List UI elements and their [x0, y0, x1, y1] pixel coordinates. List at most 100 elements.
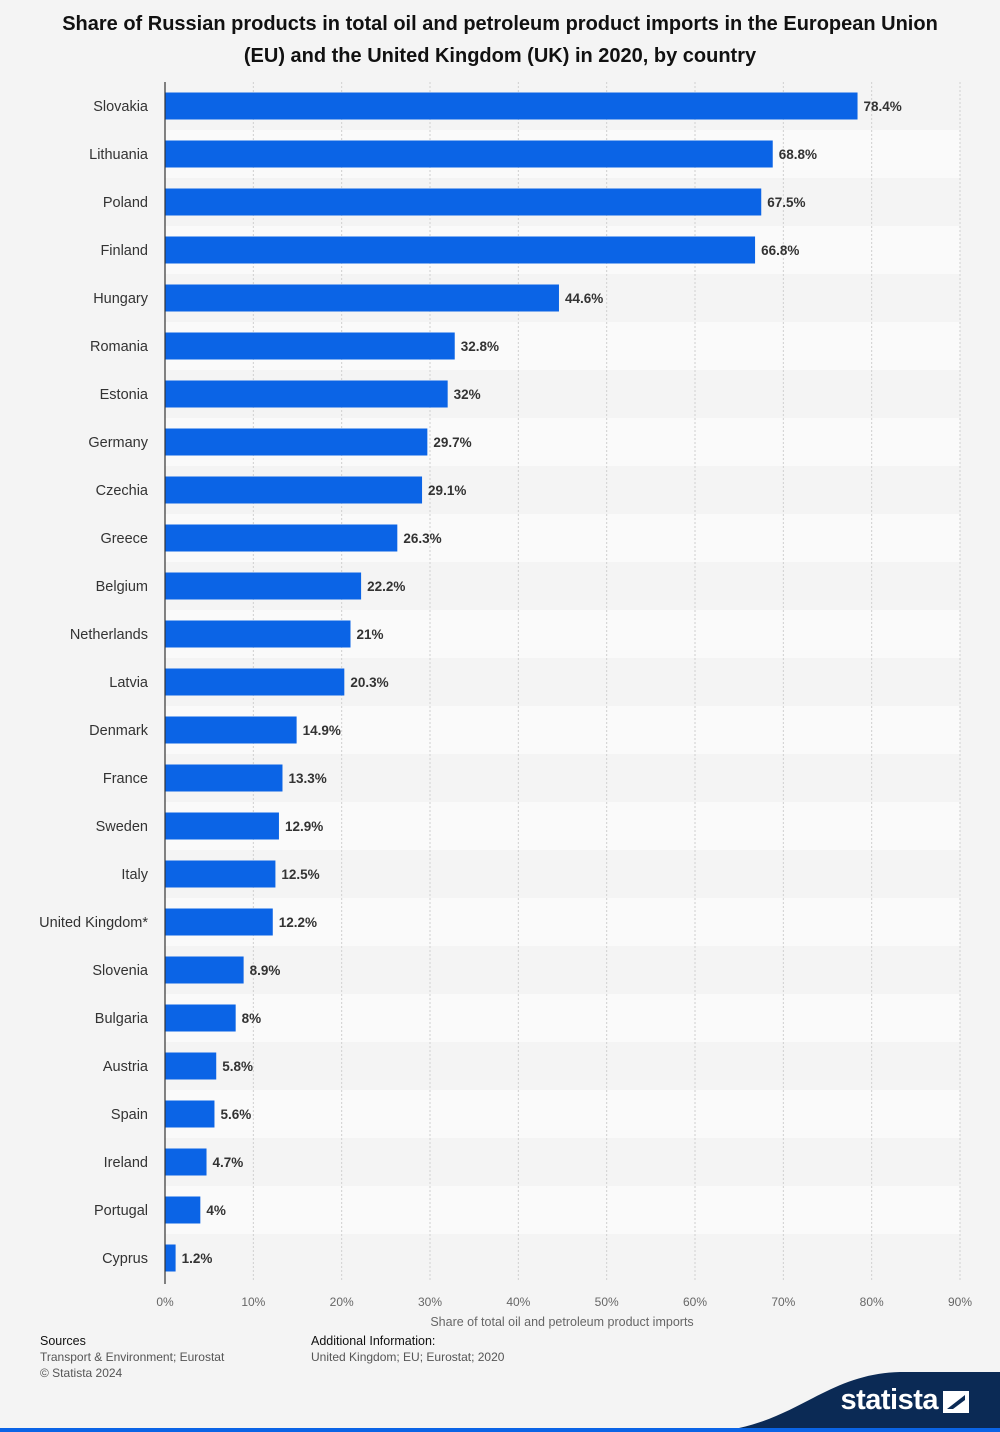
category-label: Netherlands — [70, 627, 148, 643]
bar — [165, 1052, 217, 1080]
category-label: Poland — [103, 195, 148, 211]
category-label: Estonia — [100, 387, 149, 403]
statista-logo-icon — [943, 1391, 969, 1413]
x-tick-label: 10% — [241, 1295, 265, 1309]
category-label: Slovakia — [93, 99, 149, 115]
value-label: 32.8% — [461, 339, 499, 354]
x-tick-label: 20% — [330, 1295, 354, 1309]
category-label: Slovenia — [92, 963, 149, 979]
bar — [165, 140, 773, 168]
value-label: 66.8% — [761, 243, 799, 258]
value-label: 32% — [454, 387, 481, 402]
bar — [165, 668, 345, 696]
value-label: 4.7% — [213, 1155, 244, 1170]
x-axis-label: Share of total oil and petroleum product… — [430, 1315, 693, 1329]
category-label: Belgium — [96, 579, 148, 595]
statista-logo-text: statista — [840, 1384, 938, 1416]
category-label: Greece — [100, 531, 148, 547]
sources-text: Transport & Environment; Eurostat — [40, 1350, 225, 1364]
category-label: Latvia — [109, 675, 149, 691]
value-label: 1.2% — [182, 1251, 213, 1266]
bar — [165, 572, 362, 600]
bar — [165, 284, 559, 312]
value-label: 29.1% — [428, 483, 466, 498]
value-label: 21% — [357, 627, 384, 642]
x-tick-label: 90% — [948, 1295, 972, 1309]
category-label: Sweden — [96, 819, 148, 835]
category-label: United Kingdom* — [39, 915, 148, 931]
bar — [165, 620, 351, 648]
bar — [165, 1196, 201, 1224]
category-labels: Slovakia Lithuania Poland Finland Hungary Rom… — [39, 99, 149, 1267]
gridlines — [252, 82, 961, 1282]
bar — [165, 188, 762, 216]
category-label: Bulgaria — [95, 1011, 149, 1027]
bar — [165, 860, 276, 888]
row-band — [165, 898, 960, 946]
chart-title: Share of Russian products in total oil a… — [62, 13, 938, 67]
value-label: 8.9% — [250, 963, 281, 978]
value-label: 12.9% — [285, 819, 323, 834]
value-label: 78.4% — [864, 99, 902, 114]
category-label: Hungary — [93, 291, 149, 307]
x-tick-labels: 0% 10% 20% 30% 40% 50% 60% 70% 80% 90% — [156, 1295, 972, 1309]
bar — [165, 764, 283, 792]
value-label: 14.9% — [303, 723, 341, 738]
bar — [165, 236, 756, 264]
sources-block: Sources Transport & Environment; Eurosta… — [40, 1333, 224, 1381]
x-tick-label: 50% — [595, 1295, 619, 1309]
x-tick-label: 30% — [418, 1295, 442, 1309]
category-label: Portugal — [94, 1203, 148, 1219]
row-band — [165, 1138, 960, 1186]
category-label: Cyprus — [102, 1251, 148, 1267]
category-label: Czechia — [96, 483, 149, 499]
row-band — [165, 946, 960, 994]
row-band — [165, 1186, 960, 1234]
row-band — [165, 802, 960, 850]
category-label: Ireland — [104, 1155, 148, 1171]
additional-info-heading: Additional Information: — [311, 1334, 436, 1348]
value-label: 4% — [206, 1203, 226, 1218]
bar — [165, 908, 273, 936]
category-label: Austria — [103, 1059, 149, 1075]
bars — [165, 92, 858, 1272]
value-label: 5.6% — [220, 1107, 251, 1122]
value-label: 5.8% — [222, 1059, 253, 1074]
row-band — [165, 1090, 960, 1138]
bar — [165, 956, 244, 984]
bar-chart: Slovakia Lithuania Poland Finland Hungary Rom… — [39, 82, 972, 1329]
value-label: 13.3% — [288, 771, 326, 786]
brand-wave-shape — [0, 1372, 1000, 1432]
x-tick-label: 0% — [156, 1295, 174, 1309]
value-label: 29.7% — [433, 435, 471, 450]
value-label: 68.8% — [779, 147, 817, 162]
value-label: 67.5% — [767, 195, 805, 210]
bar — [165, 332, 455, 360]
bar — [165, 716, 297, 744]
row-band — [165, 706, 960, 754]
bar — [165, 92, 858, 120]
bar — [165, 1100, 215, 1128]
bar — [165, 428, 428, 456]
category-label: Denmark — [89, 723, 149, 739]
row-band — [165, 754, 960, 802]
category-label: Germany — [88, 435, 148, 451]
row-band — [165, 1042, 960, 1090]
value-label: 12.2% — [279, 915, 317, 930]
value-label: 12.5% — [281, 867, 319, 882]
category-label: Finland — [100, 243, 148, 259]
bar — [165, 524, 398, 552]
x-tick-label: 80% — [860, 1295, 884, 1309]
category-label: France — [103, 771, 148, 787]
bar — [165, 1148, 207, 1176]
bar — [165, 380, 448, 408]
x-tick-label: 40% — [506, 1295, 530, 1309]
category-label: Lithuania — [89, 147, 149, 163]
x-tick-label: 60% — [683, 1295, 707, 1309]
category-label: Romania — [90, 339, 149, 355]
sources-heading: Sources — [40, 1334, 86, 1348]
bar — [165, 476, 423, 504]
row-band — [165, 850, 960, 898]
bar — [165, 1244, 176, 1272]
value-labels: 78.4% 68.8% 67.5% 66.8% 44.6% 32.8% 32% 29.7% 29… — [182, 99, 902, 1266]
